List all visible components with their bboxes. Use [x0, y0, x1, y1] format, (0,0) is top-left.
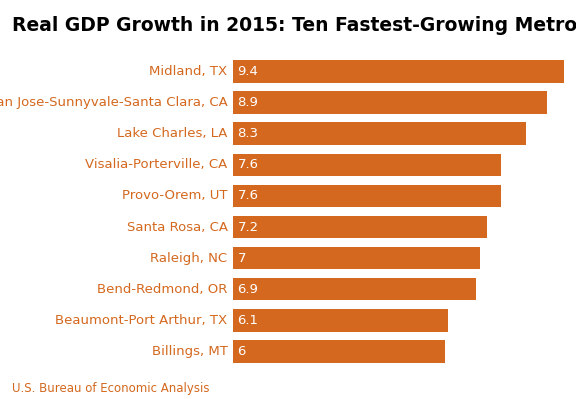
- Text: 6.1: 6.1: [237, 314, 259, 327]
- Text: 7.6: 7.6: [237, 158, 259, 171]
- Text: 8.3: 8.3: [237, 127, 259, 140]
- Text: San Jose-Sunnyvale-Santa Clara, CA: San Jose-Sunnyvale-Santa Clara, CA: [0, 96, 228, 109]
- Bar: [233, 154, 501, 176]
- Bar: [233, 309, 448, 332]
- Text: Billings, MT: Billings, MT: [151, 345, 228, 358]
- Bar: [233, 340, 445, 363]
- Text: Provo-Orem, UT: Provo-Orem, UT: [122, 190, 228, 202]
- Text: 6.9: 6.9: [237, 283, 259, 296]
- Bar: [233, 216, 487, 238]
- Text: Beaumont-Port Arthur, TX: Beaumont-Port Arthur, TX: [55, 314, 228, 327]
- Text: 7.2: 7.2: [237, 221, 259, 233]
- Text: Midland, TX: Midland, TX: [149, 65, 228, 78]
- Bar: [233, 278, 476, 300]
- Text: Santa Rosa, CA: Santa Rosa, CA: [127, 221, 228, 233]
- Bar: [233, 185, 501, 207]
- Text: Real GDP Growth in 2015: Ten Fastest-Growing Metro Areas: Real GDP Growth in 2015: Ten Fastest-Gro…: [12, 16, 576, 35]
- Text: 8.9: 8.9: [237, 96, 259, 109]
- Text: Raleigh, NC: Raleigh, NC: [150, 252, 228, 265]
- Bar: [233, 60, 564, 83]
- Text: Visalia-Porterville, CA: Visalia-Porterville, CA: [85, 158, 228, 171]
- Text: U.S. Bureau of Economic Analysis: U.S. Bureau of Economic Analysis: [12, 382, 209, 395]
- Text: Lake Charles, LA: Lake Charles, LA: [117, 127, 228, 140]
- Text: Bend-Redmond, OR: Bend-Redmond, OR: [97, 283, 228, 296]
- Text: 7: 7: [237, 252, 246, 265]
- Bar: [233, 122, 526, 145]
- Bar: [233, 91, 547, 114]
- Bar: [233, 247, 480, 269]
- Text: 6: 6: [237, 345, 246, 358]
- Text: 7.6: 7.6: [237, 190, 259, 202]
- Text: 9.4: 9.4: [237, 65, 259, 78]
